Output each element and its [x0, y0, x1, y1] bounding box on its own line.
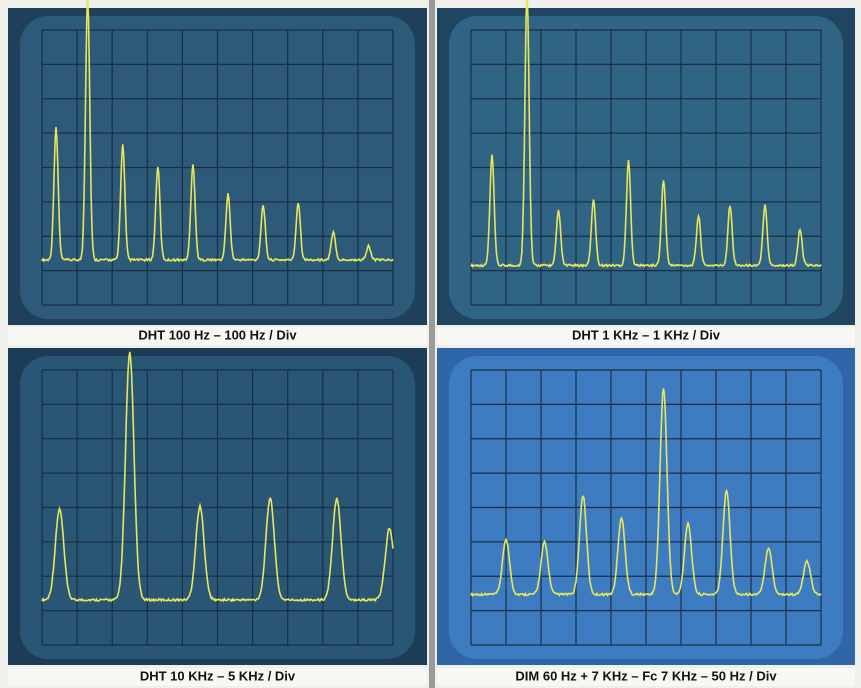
trace [41, 351, 394, 603]
caption: DHT 100 Hz – 100 Hz / Div [138, 327, 297, 342]
caption-bar [8, 668, 427, 686]
trace [470, 388, 822, 597]
divider [429, 0, 435, 688]
caption: DHT 1 KHz – 1 KHz / Div [572, 327, 721, 342]
caption-bar [437, 327, 855, 345]
caption-bar [8, 327, 427, 345]
caption: DIM 60 Hz + 7 KHz – Fc 7 KHz – 50 Hz / D… [515, 668, 777, 683]
caption: DHT 10 KHz – 5 KHz / Div [140, 668, 296, 683]
trace [41, 0, 394, 263]
caption-bar [437, 668, 855, 686]
trace [470, 0, 822, 269]
